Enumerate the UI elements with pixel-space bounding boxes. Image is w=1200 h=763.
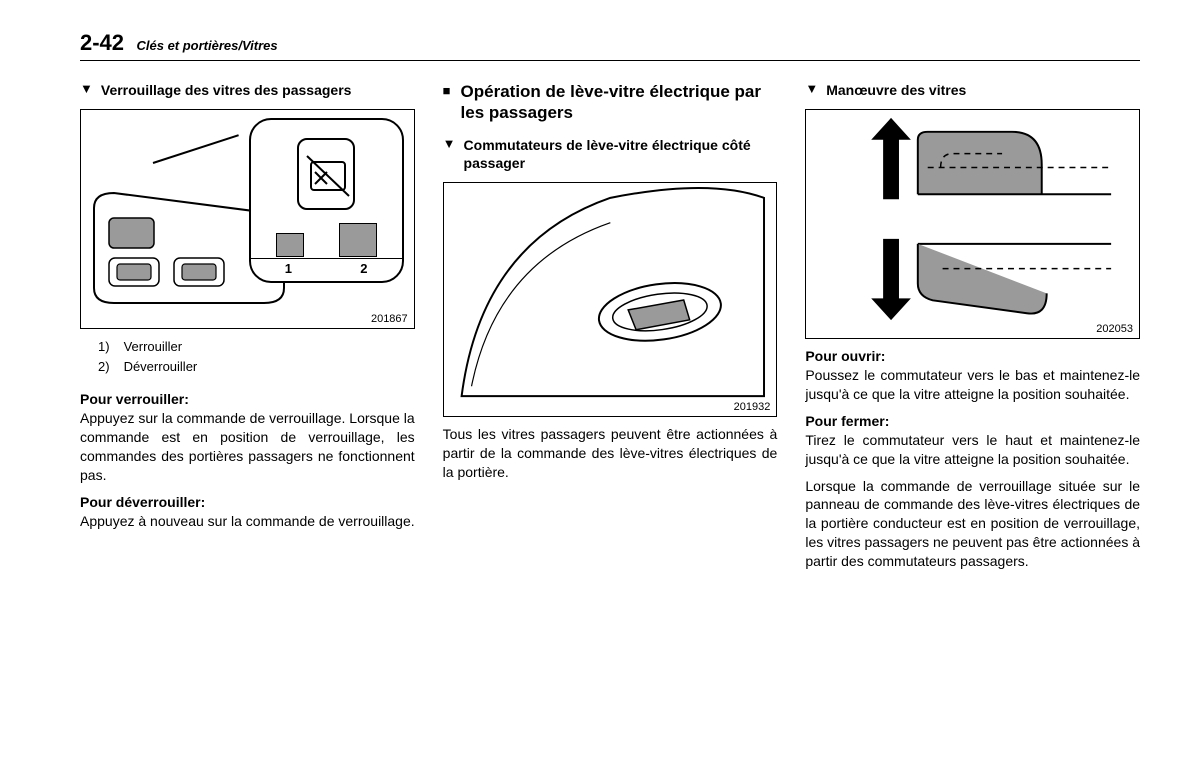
col1-heading-text: Verrouillage des vitres des passagers [101,81,415,99]
lock-text: Appuyez sur la commande de verrouillage.… [80,410,415,483]
col1-body: Pour verrouiller: Appuyez sur la command… [80,390,415,530]
legend-row: 2) Déverrouiller [98,357,415,377]
column-2: ■ Opération de lève-vitre électrique par… [443,81,778,579]
square-marker-icon: ■ [443,81,451,101]
running-title: Clés et portières/Vitres [137,38,278,53]
col3-heading-text: Manœuvre des vitres [826,81,1140,99]
figure-lock-switch: 1 2 201867 [80,109,415,329]
close-label: Pour fermer: [805,413,889,429]
col1-heading: ▼ Verrouillage des vitres des passagers [80,81,415,99]
callout-bubble: 1 2 [249,118,404,283]
unlock-paragraph: Pour déverrouiller: Appuyez à nouveau su… [80,493,415,531]
figure-passenger-switch: 201932 [443,182,778,417]
callout-num-1: 1 [285,261,292,276]
col3-body: Pour ouvrir: Poussez le commutateur vers… [805,347,1140,571]
open-label: Pour ouvrir: [805,348,885,364]
open-paragraph: Pour ouvrir: Poussez le commutateur vers… [805,347,1140,404]
col2-main-heading: ■ Opération de lève-vitre électrique par… [443,81,778,124]
lock-paragraph: Pour verrouiller: Appuyez sur la command… [80,390,415,484]
page-number: 2-42 [80,30,124,56]
figure-window-operation: 202053 [805,109,1140,339]
col2-main-heading-text: Opération de lève-vitre électrique par l… [461,81,778,124]
column-3: ▼ Manœuvre des vitres 202053 [805,81,1140,579]
door-panel-illustration [444,183,777,416]
column-1: ▼ Verrouillage des vitres des passagers [80,81,415,579]
unlock-label: Pour déverrouiller: [80,494,205,510]
lock-button-icon [297,138,355,210]
col2-body: Tous les vitres passagers peuvent être a… [443,425,778,482]
figure-id: 201867 [371,313,408,325]
legend-num: 2) [98,357,110,377]
close-text: Tirez le commutateur vers le haut et mai… [805,432,1140,467]
note-paragraph: Lorsque la commande de verrouillage situ… [805,477,1140,571]
content-columns: ▼ Verrouillage des vitres des passagers [80,81,1140,579]
switch-motion-illustration [806,110,1139,338]
page-header: 2-42 Clés et portières/Vitres [80,30,1140,61]
legend-text: Verrouiller [124,337,183,357]
unlock-text: Appuyez à nouveau sur la commande de ver… [80,513,415,529]
col2-sub-heading: ▼ Commutateurs de lève-vitre électrique … [443,136,778,172]
legend-text: Déverrouiller [124,357,198,377]
manual-page: 2-42 Clés et portières/Vitres ▼ Verrouil… [0,0,1200,599]
close-paragraph: Pour fermer: Tirez le commutateur vers l… [805,412,1140,469]
legend-num: 1) [98,337,110,357]
col2-sub-heading-text: Commutateurs de lève-vitre électrique cô… [464,136,778,172]
toggle-pos-2 [339,223,377,257]
callout-number-line: 1 2 [251,258,402,276]
callout-num-2: 2 [360,261,367,276]
figure-id: 202053 [1096,323,1133,335]
callout-leader-line [153,134,239,164]
toggle-pos-1 [276,233,304,257]
lock-label: Pour verrouiller: [80,391,189,407]
open-text: Poussez le commutateur vers le bas et ma… [805,367,1140,402]
legend-row: 1) Verrouiller [98,337,415,357]
triangle-marker-icon: ▼ [443,136,456,153]
triangle-marker-icon: ▼ [805,81,818,98]
figure-id: 201932 [734,401,771,413]
col3-heading: ▼ Manœuvre des vitres [805,81,1140,99]
col2-paragraph: Tous les vitres passagers peuvent être a… [443,425,778,482]
figure-legend: 1) Verrouiller 2) Déverrouiller [98,337,415,376]
triangle-marker-icon: ▼ [80,81,93,98]
